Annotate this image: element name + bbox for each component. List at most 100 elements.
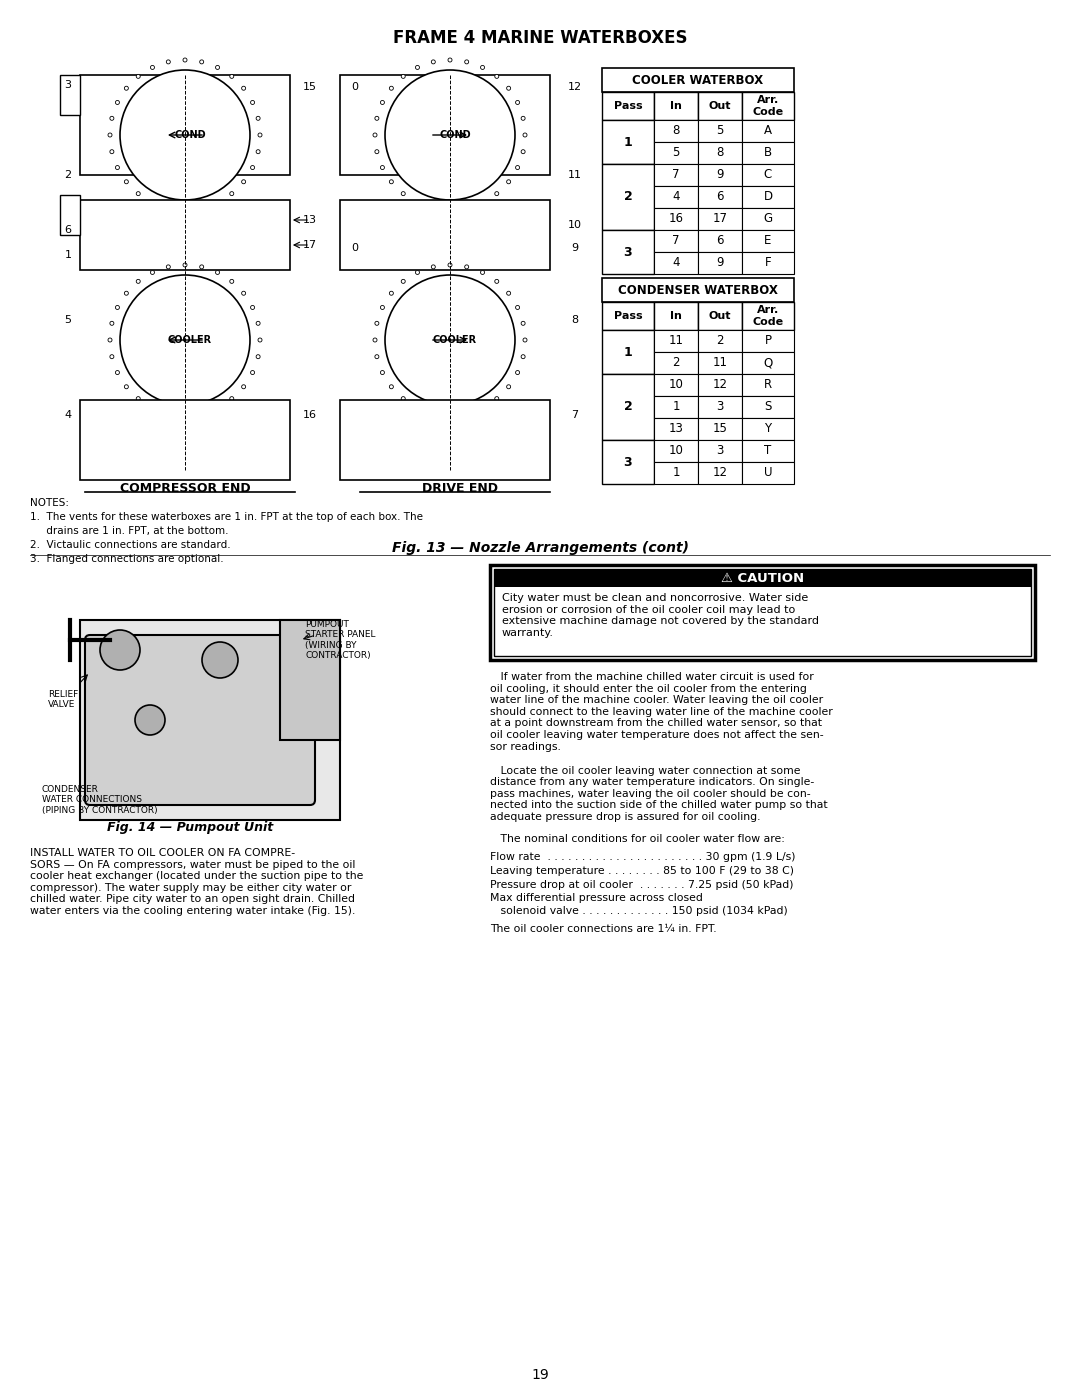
Text: Y: Y <box>765 422 771 436</box>
Text: 17: 17 <box>302 240 318 250</box>
Circle shape <box>124 87 129 91</box>
Text: 10: 10 <box>669 379 684 391</box>
Text: 0: 0 <box>351 243 359 253</box>
Bar <box>602 330 654 374</box>
Text: NOTES:: NOTES: <box>30 497 69 509</box>
Circle shape <box>515 370 519 374</box>
Text: Out: Out <box>708 312 731 321</box>
Circle shape <box>108 338 112 342</box>
Bar <box>698 462 742 483</box>
Circle shape <box>150 201 154 204</box>
Bar <box>698 231 742 251</box>
Circle shape <box>464 411 469 415</box>
Circle shape <box>200 411 204 415</box>
Circle shape <box>116 306 120 310</box>
Text: 1.  The vents for these waterboxes are 1 in. FPT at the top of each box. The: 1. The vents for these waterboxes are 1 … <box>30 511 423 522</box>
Circle shape <box>116 165 120 169</box>
Circle shape <box>431 60 435 64</box>
Circle shape <box>242 87 245 91</box>
Bar <box>654 352 698 374</box>
Text: U: U <box>764 467 772 479</box>
Text: COND: COND <box>440 130 471 140</box>
Circle shape <box>464 207 469 210</box>
Circle shape <box>481 271 485 274</box>
Circle shape <box>507 180 511 184</box>
Text: solenoid valve . . . . . . . . . . . . . 150 psid (1034 kPad): solenoid valve . . . . . . . . . . . . .… <box>490 907 787 916</box>
Text: 19: 19 <box>531 1368 549 1382</box>
Text: 15: 15 <box>713 422 728 436</box>
Circle shape <box>166 411 171 415</box>
Text: COOLER: COOLER <box>167 335 212 345</box>
Circle shape <box>390 180 393 184</box>
Text: 4: 4 <box>65 409 71 420</box>
Text: 3.  Flanged connections are optional.: 3. Flanged connections are optional. <box>30 555 224 564</box>
Circle shape <box>390 291 393 295</box>
Text: 11: 11 <box>669 334 684 348</box>
Circle shape <box>464 265 469 268</box>
Circle shape <box>507 87 511 91</box>
Text: 8: 8 <box>716 147 724 159</box>
Circle shape <box>522 149 525 154</box>
Bar <box>654 418 698 440</box>
Circle shape <box>256 149 260 154</box>
Text: 3: 3 <box>716 401 724 414</box>
Circle shape <box>523 338 527 342</box>
Bar <box>490 564 1035 659</box>
Circle shape <box>481 201 485 204</box>
Text: Arr.
Code: Arr. Code <box>753 305 784 327</box>
Circle shape <box>110 321 113 326</box>
Text: 10: 10 <box>568 219 582 231</box>
Text: COOLER: COOLER <box>433 335 477 345</box>
Text: 12: 12 <box>713 467 728 479</box>
Bar <box>602 68 794 92</box>
Circle shape <box>136 397 140 401</box>
Circle shape <box>375 149 379 154</box>
Circle shape <box>258 133 262 137</box>
Circle shape <box>448 208 453 212</box>
Circle shape <box>375 355 379 359</box>
Circle shape <box>216 66 219 70</box>
Text: RELIEF
VALVE: RELIEF VALVE <box>48 690 78 710</box>
Text: 2: 2 <box>623 190 633 204</box>
Text: Fig. 13 — Nozzle Arrangements (cont): Fig. 13 — Nozzle Arrangements (cont) <box>391 541 689 555</box>
Text: 2: 2 <box>716 334 724 348</box>
Bar <box>742 186 794 208</box>
Text: 15: 15 <box>303 82 318 92</box>
Circle shape <box>124 180 129 184</box>
Text: 8: 8 <box>673 124 679 137</box>
Circle shape <box>183 414 187 416</box>
Text: Pressure drop at oil cooler  . . . . . . . 7.25 psid (50 kPad): Pressure drop at oil cooler . . . . . . … <box>490 880 794 890</box>
Text: 2: 2 <box>65 170 71 180</box>
Text: The oil cooler connections are 1¼ in. FPT.: The oil cooler connections are 1¼ in. FP… <box>490 923 717 935</box>
Circle shape <box>120 70 249 200</box>
Bar <box>742 92 794 120</box>
Bar <box>698 374 742 395</box>
Text: 5: 5 <box>673 147 679 159</box>
Circle shape <box>135 705 165 735</box>
Bar <box>494 569 1031 657</box>
Circle shape <box>251 306 255 310</box>
Bar <box>654 395 698 418</box>
Bar <box>654 163 698 186</box>
Bar <box>698 251 742 274</box>
Circle shape <box>150 66 154 70</box>
Text: Flow rate  . . . . . . . . . . . . . . . . . . . . . . . 30 gpm (1.9 L/s): Flow rate . . . . . . . . . . . . . . . … <box>490 852 796 862</box>
Circle shape <box>183 59 187 61</box>
Text: 6: 6 <box>716 190 724 204</box>
Bar <box>60 196 80 235</box>
Text: 4: 4 <box>672 190 679 204</box>
Circle shape <box>120 275 249 405</box>
Circle shape <box>375 116 379 120</box>
Text: 1: 1 <box>623 136 633 148</box>
Bar <box>340 400 550 481</box>
Text: 9: 9 <box>716 257 724 270</box>
Circle shape <box>416 66 419 70</box>
Circle shape <box>110 149 113 154</box>
Bar <box>80 75 291 175</box>
Bar <box>340 200 550 270</box>
Bar <box>654 231 698 251</box>
Text: 5: 5 <box>65 314 71 326</box>
Text: COMPRESSOR END: COMPRESSOR END <box>120 482 251 495</box>
Circle shape <box>200 265 204 268</box>
Circle shape <box>481 405 485 409</box>
